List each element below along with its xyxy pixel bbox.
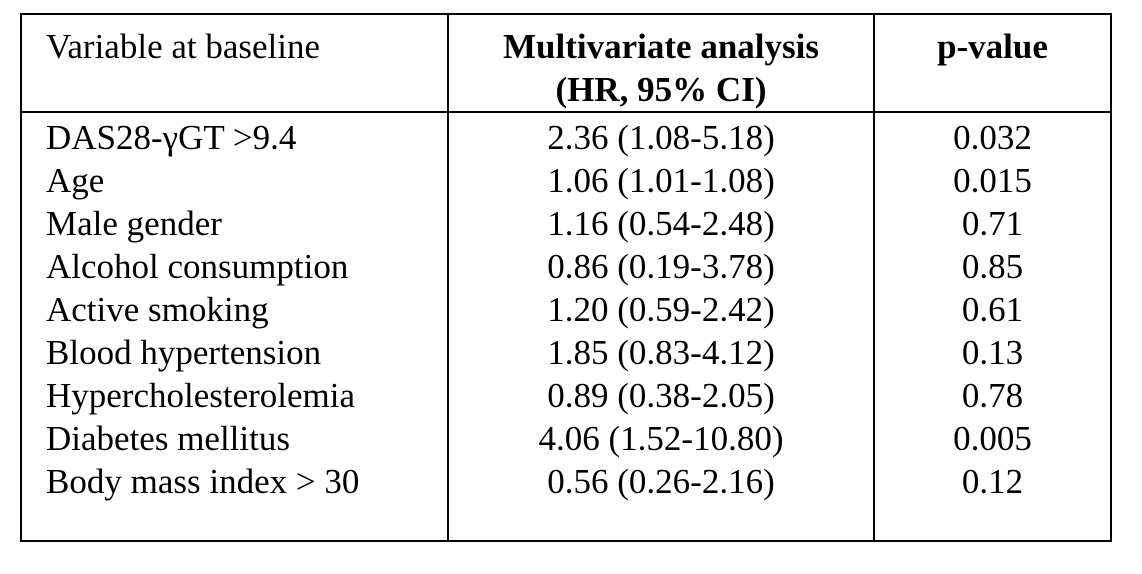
hr-ci-cell: 1.16 (0.54-2.48): [547, 204, 775, 243]
header-multivariate-line1: Multivariate analysis: [503, 27, 819, 66]
header-multivariate-line2: (HR, 95% CI): [555, 70, 767, 109]
header-pvalue-label: p-value: [937, 27, 1048, 66]
hr-ci-cell: 2.36 (1.08-5.18): [547, 118, 775, 157]
header-variable-label: Variable at baseline: [46, 27, 321, 66]
pvalue-cell: 0.12: [961, 462, 1024, 501]
header-variable: Variable at baseline: [22, 15, 448, 113]
hr-ci-cell: 1.85 (0.83-4.12): [547, 333, 775, 372]
variable-cell: Male gender: [46, 204, 222, 243]
variable-cell: Age: [46, 161, 105, 200]
pvalue-cell: 0.015: [953, 161, 1032, 200]
variable-cell: Body mass index > 30: [46, 462, 360, 501]
variable-cell: DAS28-γGT >9.4: [46, 118, 297, 157]
variable-column: DAS28-γGT >9.4 Age Male gender Alcohol c…: [22, 112, 448, 540]
variable-cell: Alcohol consumption: [46, 247, 349, 286]
results-table-frame: Variable at baseline Multivariate analys…: [20, 13, 1112, 542]
pvalue-cell: 0.005: [953, 419, 1032, 458]
multivariate-results-table: Variable at baseline Multivariate analys…: [22, 15, 1110, 540]
hr-ci-cell: 0.86 (0.19-3.78): [547, 247, 775, 286]
header-pvalue: p-value: [873, 15, 1110, 113]
variable-cell: Diabetes mellitus: [46, 419, 290, 458]
header-row: Variable at baseline Multivariate analys…: [22, 15, 1110, 113]
pvalue-cell: 0.78: [961, 376, 1024, 415]
variable-cell: Blood hypertension: [46, 333, 322, 372]
pvalue-cell: 0.85: [961, 247, 1024, 286]
hr-ci-cell: 0.56 (0.26-2.16): [547, 462, 775, 501]
hr-ci-cell: 1.06 (1.01-1.08): [547, 161, 775, 200]
hr-ci-cell: 0.89 (0.38-2.05): [547, 376, 775, 415]
variable-cell: Active smoking: [46, 290, 269, 329]
pvalue-cell: 0.032: [953, 118, 1032, 157]
hr-ci-cell: 4.06 (1.52-10.80): [538, 419, 784, 458]
table-body: DAS28-γGT >9.4 Age Male gender Alcohol c…: [22, 112, 1110, 540]
pvalue-column: 0.032 0.015 0.71 0.85 0.61 0.13 0.78 0.0…: [873, 112, 1110, 540]
table-body-row: DAS28-γGT >9.4 Age Male gender Alcohol c…: [22, 112, 1110, 540]
variable-cell: Hypercholesterolemia: [46, 376, 356, 415]
table-header: Variable at baseline Multivariate analys…: [22, 15, 1110, 113]
pvalue-cell: 0.61: [961, 290, 1024, 329]
header-multivariate: Multivariate analysis (HR, 95% CI): [447, 15, 874, 113]
hr-ci-column: 2.36 (1.08-5.18) 1.06 (1.01-1.08) 1.16 (…: [447, 112, 874, 540]
pvalue-cell: 0.13: [961, 333, 1024, 372]
pvalue-cell: 0.71: [961, 204, 1024, 243]
hr-ci-cell: 1.20 (0.59-2.42): [547, 290, 775, 329]
